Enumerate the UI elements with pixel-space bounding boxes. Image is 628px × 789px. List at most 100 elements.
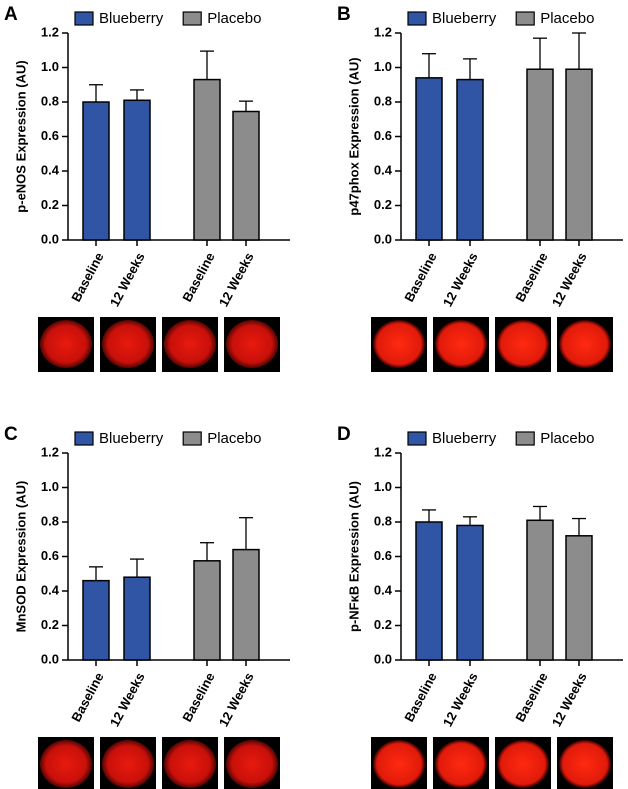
x-tick-label: Baseline <box>68 670 106 724</box>
y-tick-label: 0.4 <box>374 582 393 597</box>
micrograph-cell <box>40 320 92 368</box>
micrograph-cell <box>226 320 278 368</box>
micrograph-cell <box>164 320 216 368</box>
bar <box>526 519 554 661</box>
legend-label: Placebo <box>207 430 261 447</box>
bar <box>456 78 484 241</box>
micrograph-cell <box>497 740 549 788</box>
y-axis-label: p-NFκB Expression (AU) <box>346 481 361 632</box>
y-tick-label: 1.2 <box>374 24 392 39</box>
y-tick-label: 1.2 <box>41 444 59 459</box>
legend-swatch <box>182 11 202 26</box>
x-tick-label: 12 Weeks <box>216 670 257 729</box>
y-tick-label: 1.0 <box>41 59 59 74</box>
x-tick-label: Baseline <box>68 250 106 304</box>
bar <box>415 521 443 661</box>
micrograph-cell <box>102 320 154 368</box>
y-tick-label: 0.8 <box>41 513 59 528</box>
y-tick-label: 0.2 <box>374 617 392 632</box>
y-tick-label: 0.2 <box>41 617 59 632</box>
panel-label: B <box>337 4 351 25</box>
micrograph-cell <box>40 740 92 788</box>
bar <box>193 560 221 661</box>
legend-label: Placebo <box>540 430 594 447</box>
y-tick-label: 0.4 <box>374 162 393 177</box>
bar <box>123 99 151 241</box>
y-tick-label: 0.2 <box>41 197 59 212</box>
y-tick-label: 0.8 <box>41 93 59 108</box>
y-tick-label: 0.8 <box>374 513 392 528</box>
legend-swatch <box>515 11 535 26</box>
legend-label: Blueberry <box>99 10 164 27</box>
x-tick-label: Baseline <box>179 250 217 304</box>
legend-swatch <box>74 11 94 26</box>
y-tick-label: 0.0 <box>41 651 59 666</box>
micrograph-cell <box>102 740 154 788</box>
y-tick-label: 0.6 <box>41 548 59 563</box>
bar <box>193 78 221 241</box>
bar <box>565 535 593 661</box>
y-tick-label: 0.8 <box>374 93 392 108</box>
x-tick-label: 12 Weeks <box>107 250 148 309</box>
bar <box>123 576 151 661</box>
legend-label: Placebo <box>207 10 261 27</box>
bar <box>232 548 260 661</box>
y-tick-label: 0.6 <box>374 548 392 563</box>
micrograph-cell <box>373 740 425 788</box>
y-tick-label: 0.0 <box>374 651 392 666</box>
micrograph-cell <box>497 320 549 368</box>
y-tick-label: 0.0 <box>374 231 392 246</box>
bar <box>232 110 260 241</box>
bar <box>456 524 484 661</box>
legend-label: Blueberry <box>432 430 497 447</box>
bar <box>565 68 593 241</box>
legend-label: Placebo <box>540 10 594 27</box>
x-tick-label: 12 Weeks <box>440 670 481 729</box>
x-tick-label: Baseline <box>512 250 550 304</box>
x-tick-label: 12 Weeks <box>440 250 481 309</box>
legend-swatch <box>74 431 94 446</box>
y-axis-label: p47phox Expression (AU) <box>346 57 361 215</box>
legend-label: Blueberry <box>99 430 164 447</box>
micrograph-cell <box>164 740 216 788</box>
panel-label: D <box>337 424 351 445</box>
micrograph-cell <box>559 320 611 368</box>
legend-swatch <box>407 431 427 446</box>
legend-label: Blueberry <box>432 10 497 27</box>
y-tick-label: 1.2 <box>374 444 392 459</box>
x-tick-label: Baseline <box>179 670 217 724</box>
micrograph-cell <box>559 740 611 788</box>
y-tick-label: 1.2 <box>41 24 59 39</box>
bar <box>415 77 443 241</box>
y-tick-label: 0.6 <box>41 128 59 143</box>
legend-swatch <box>515 431 535 446</box>
y-axis-label: p-eNOS Expression (AU) <box>13 60 28 212</box>
legend-swatch <box>182 431 202 446</box>
x-tick-label: Baseline <box>401 250 439 304</box>
y-tick-label: 0.4 <box>41 162 60 177</box>
x-tick-label: 12 Weeks <box>549 250 590 309</box>
y-axis-label: MnSOD Expression (AU) <box>13 481 28 633</box>
y-tick-label: 0.4 <box>41 582 60 597</box>
micrograph-cell <box>435 320 487 368</box>
x-tick-label: 12 Weeks <box>549 670 590 729</box>
y-tick-label: 0.0 <box>41 231 59 246</box>
micrograph-cell <box>226 740 278 788</box>
micrograph-cell <box>435 740 487 788</box>
micrograph-cell <box>373 320 425 368</box>
y-tick-label: 1.0 <box>41 479 59 494</box>
panel-label: C <box>4 424 18 445</box>
y-tick-label: 1.0 <box>374 479 392 494</box>
y-tick-label: 1.0 <box>374 59 392 74</box>
x-tick-label: 12 Weeks <box>216 250 257 309</box>
bar <box>526 68 554 241</box>
bar <box>82 101 110 241</box>
bar <box>82 579 110 661</box>
y-tick-label: 0.6 <box>374 128 392 143</box>
x-tick-label: Baseline <box>512 670 550 724</box>
x-tick-label: Baseline <box>401 670 439 724</box>
y-tick-label: 0.2 <box>374 197 392 212</box>
legend-swatch <box>407 11 427 26</box>
